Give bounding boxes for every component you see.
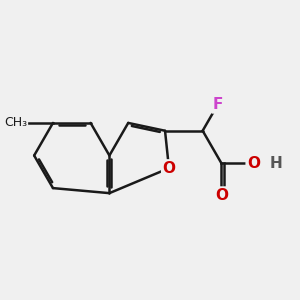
Text: H: H: [270, 156, 282, 171]
Text: O: O: [163, 161, 176, 176]
Text: CH₃: CH₃: [4, 116, 27, 129]
Text: O: O: [215, 188, 228, 203]
Text: O: O: [247, 156, 260, 171]
Text: F: F: [212, 97, 223, 112]
